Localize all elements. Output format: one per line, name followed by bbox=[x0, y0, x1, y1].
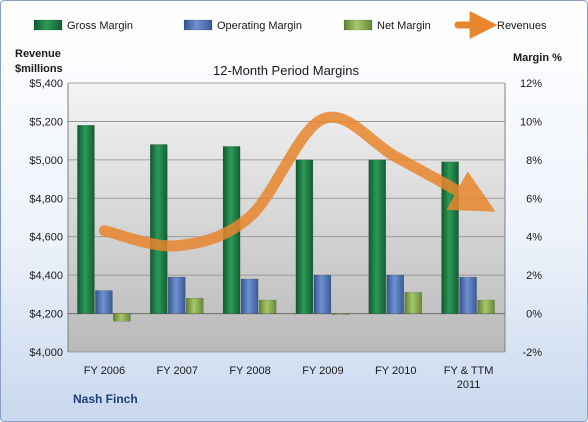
right-tick-label: 12% bbox=[520, 78, 542, 90]
category-label: FY 2009 bbox=[302, 365, 343, 377]
right-axis-ticks: -2% 0% 2% 4% 6% 8% 10% 12% bbox=[520, 78, 542, 359]
right-axis-title: Margin % bbox=[513, 52, 562, 64]
net-margin-bar bbox=[404, 292, 422, 314]
legend-label: Operating Margin bbox=[217, 20, 302, 32]
left-tick-label: $4,800 bbox=[29, 193, 63, 205]
net-margin-bar bbox=[113, 313, 131, 322]
operating-margin-bar bbox=[168, 276, 186, 314]
net-margin-bar bbox=[477, 299, 495, 314]
right-tick-label: 2% bbox=[526, 270, 542, 282]
category-label: FY 2006 bbox=[84, 365, 125, 377]
category-label: 2011 bbox=[457, 379, 481, 391]
left-axis-title-line2: $millions bbox=[15, 63, 63, 75]
left-tick-label: $5,400 bbox=[29, 78, 63, 90]
left-tick-label: $5,000 bbox=[29, 155, 63, 167]
left-tick-label: $4,000 bbox=[29, 347, 63, 359]
gross-margin-bar bbox=[150, 144, 168, 314]
legend-swatch bbox=[343, 19, 373, 31]
operating-margin-bar bbox=[313, 274, 332, 314]
gross-margin-bar bbox=[368, 159, 386, 314]
left-tick-label: $4,200 bbox=[29, 309, 63, 321]
gross-margin-bar bbox=[295, 159, 314, 314]
operating-margin-bar bbox=[95, 290, 113, 314]
operating-margin-bar bbox=[240, 278, 259, 314]
legend: Gross Margin Operating Margin Net Margin Re… bbox=[33, 11, 547, 39]
category-labels: FY 2006 FY 2007 FY 2008 FY 2009 FY 2010 FY & … bbox=[84, 365, 494, 391]
plot-area bbox=[68, 83, 505, 352]
net-margin-bar bbox=[331, 313, 350, 315]
right-tick-label: -2% bbox=[522, 347, 542, 359]
left-tick-label: $4,600 bbox=[29, 232, 63, 244]
left-tick-label: $4,400 bbox=[29, 270, 63, 282]
legend-label: Net Margin bbox=[377, 20, 431, 32]
legend-label: Revenues bbox=[497, 20, 547, 32]
right-tick-label: 0% bbox=[526, 309, 542, 321]
revenue-line-path bbox=[98, 111, 496, 252]
net-margin-bar bbox=[258, 299, 277, 314]
net-margin-bar bbox=[186, 297, 204, 314]
bar-series bbox=[77, 125, 495, 322]
legend-label: Gross Margin bbox=[67, 20, 133, 32]
left-axis-title-line1: Revenue bbox=[15, 48, 61, 60]
company-name: Nash Finch bbox=[73, 392, 138, 406]
right-tick-label: 6% bbox=[526, 193, 542, 205]
right-tick-label: 10% bbox=[520, 116, 542, 128]
legend-swatch bbox=[33, 19, 63, 31]
category-label: FY 2007 bbox=[157, 365, 198, 377]
operating-margin-bar bbox=[459, 276, 477, 314]
category-label: FY 2008 bbox=[229, 365, 270, 377]
category-label: FY 2010 bbox=[375, 365, 416, 377]
right-tick-label: 8% bbox=[526, 155, 542, 167]
right-tick-label: 4% bbox=[526, 232, 542, 244]
category-label: FY & TTM bbox=[444, 365, 494, 377]
legend-swatch bbox=[183, 19, 213, 31]
chart-title: 12-Month Period Margins bbox=[213, 63, 359, 78]
revenue-line bbox=[98, 111, 496, 252]
gross-margin-bar bbox=[77, 125, 95, 314]
left-tick-label: $5,200 bbox=[29, 116, 63, 128]
operating-margin-bar bbox=[386, 274, 404, 314]
left-axis-ticks: $4,000 $4,200 $4,400 $4,600 $4,800 $5,000 $5,2… bbox=[29, 78, 63, 359]
